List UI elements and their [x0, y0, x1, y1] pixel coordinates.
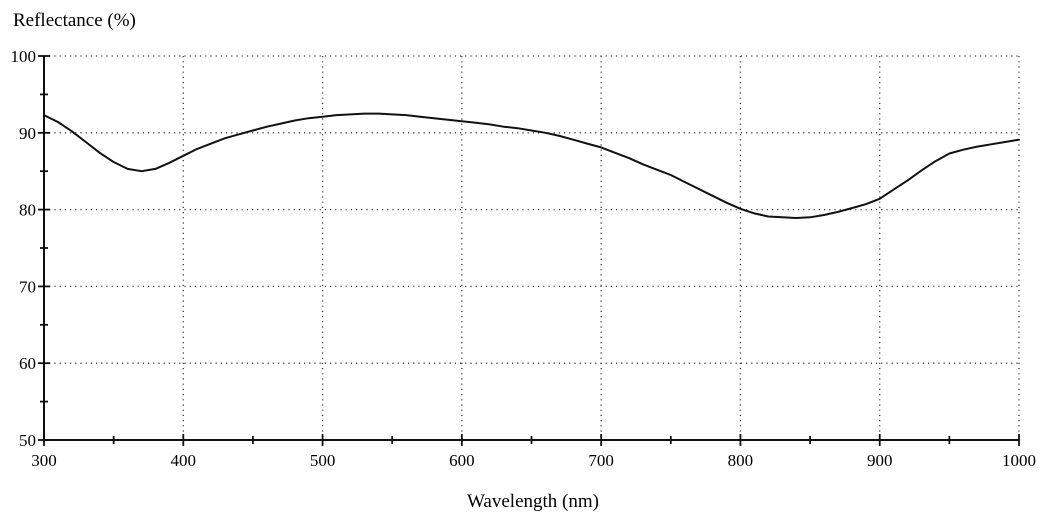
- y-tick-label: 90: [19, 124, 36, 143]
- x-tick-label: 500: [310, 451, 336, 470]
- y-axis-title: Reflectance (%): [13, 10, 136, 31]
- y-tick-label: 100: [11, 47, 37, 66]
- x-tick-label: 300: [31, 451, 57, 470]
- x-tick-label: 1000: [1002, 451, 1036, 470]
- x-tick-label: 400: [171, 451, 197, 470]
- reflectance-curve: [43, 112, 1020, 219]
- plot-area: 50 60 70 80 90 100 300 400 500 600 700 800 900 1000: [11, 47, 1037, 470]
- y-tick-label: 60: [19, 354, 36, 373]
- y-tick-label: 50: [19, 431, 36, 450]
- y-tick-label: 80: [19, 201, 36, 220]
- y-tick-label: 70: [19, 277, 36, 296]
- x-tick-label: 900: [867, 451, 893, 470]
- x-tick-label: 600: [449, 451, 475, 470]
- x-tick-label: 800: [728, 451, 754, 470]
- x-axis-title: Wavelength (nm): [467, 491, 599, 512]
- x-tick-label: 700: [588, 451, 614, 470]
